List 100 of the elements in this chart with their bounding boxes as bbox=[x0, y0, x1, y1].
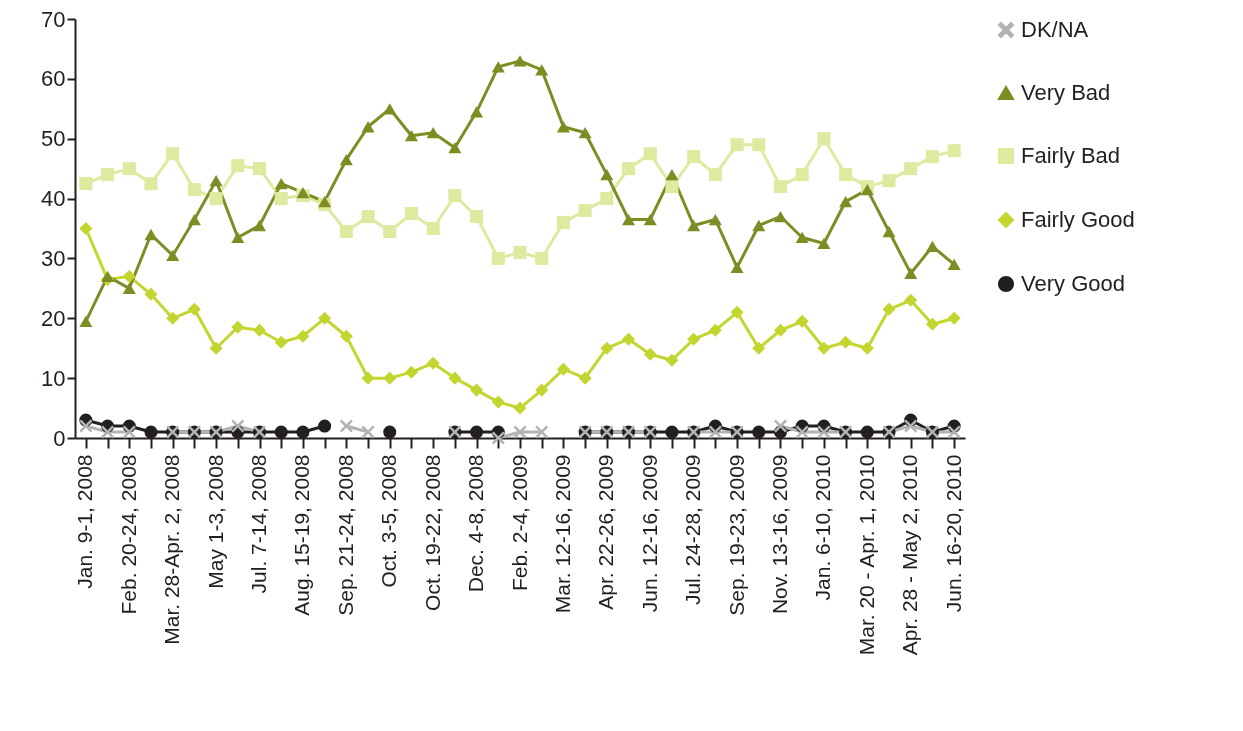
point bbox=[622, 213, 636, 226]
point bbox=[166, 249, 180, 262]
point bbox=[556, 216, 570, 230]
point bbox=[904, 162, 918, 176]
point bbox=[687, 150, 701, 164]
point bbox=[383, 224, 397, 239]
x-tick-label: Jul. 7-14, 2008 bbox=[247, 454, 271, 594]
point bbox=[839, 195, 853, 208]
point bbox=[513, 55, 527, 67]
x-tick-label: May 1-3, 2008 bbox=[203, 454, 227, 589]
point bbox=[773, 419, 788, 433]
legend-label: DK/NA bbox=[1021, 17, 1089, 42]
point bbox=[513, 245, 527, 259]
point bbox=[101, 168, 115, 182]
point bbox=[817, 341, 831, 355]
point bbox=[904, 267, 918, 280]
point bbox=[383, 425, 397, 439]
legend-label: Fairly Bad bbox=[1021, 143, 1121, 168]
point bbox=[274, 335, 288, 349]
point bbox=[296, 425, 310, 439]
point bbox=[144, 228, 158, 241]
y-tick-label: 40 bbox=[41, 186, 66, 212]
point bbox=[122, 425, 136, 439]
x-tick-label: Jan. 9-1, 2008 bbox=[73, 454, 97, 589]
point bbox=[274, 425, 288, 439]
point bbox=[535, 64, 549, 76]
point bbox=[274, 177, 288, 190]
point bbox=[383, 103, 397, 115]
point bbox=[296, 329, 310, 343]
point bbox=[904, 419, 918, 433]
point bbox=[773, 323, 788, 337]
x-tick-label: Dec. 4-8, 2008 bbox=[464, 454, 488, 593]
point bbox=[643, 147, 657, 161]
legend-label: Fairly Good bbox=[1021, 207, 1135, 232]
point bbox=[600, 168, 614, 181]
point bbox=[231, 231, 245, 244]
point bbox=[556, 121, 570, 133]
point bbox=[773, 210, 788, 223]
x-tick-label: Oct. 3-5, 2008 bbox=[377, 454, 401, 588]
point bbox=[882, 174, 896, 188]
point bbox=[491, 431, 505, 445]
point bbox=[448, 371, 462, 385]
point bbox=[947, 144, 961, 158]
point bbox=[947, 311, 961, 325]
point bbox=[426, 127, 440, 139]
x-tick-label: Mar. 12-16, 2009 bbox=[550, 454, 574, 614]
point bbox=[426, 356, 440, 370]
point bbox=[187, 213, 201, 226]
point bbox=[904, 293, 918, 307]
y-tick-label: 30 bbox=[41, 245, 66, 271]
point bbox=[882, 302, 896, 316]
point bbox=[274, 192, 288, 206]
x-tick-label: Feb. 2-4, 2009 bbox=[507, 454, 531, 592]
point bbox=[643, 213, 657, 226]
point bbox=[817, 237, 831, 250]
point bbox=[404, 207, 418, 221]
point bbox=[622, 332, 636, 346]
point bbox=[144, 177, 158, 191]
point bbox=[752, 425, 766, 439]
point bbox=[839, 168, 853, 182]
point bbox=[252, 323, 267, 337]
point bbox=[795, 314, 809, 328]
y-tick-label: 50 bbox=[41, 126, 66, 152]
point bbox=[209, 192, 223, 206]
x-tick-label: Aug. 15-19, 2008 bbox=[290, 454, 314, 616]
point bbox=[122, 269, 136, 283]
x-tick-label: Jul. 24-28, 2009 bbox=[681, 454, 705, 606]
x-tick-label: Oct. 19-22, 2008 bbox=[420, 454, 444, 611]
point bbox=[665, 180, 679, 194]
point bbox=[404, 365, 418, 379]
point bbox=[860, 341, 874, 355]
point bbox=[925, 150, 939, 164]
point bbox=[817, 132, 831, 146]
point bbox=[839, 335, 853, 349]
point bbox=[231, 320, 245, 334]
x-tick-label: Jun. 16-20, 2010 bbox=[941, 454, 965, 613]
point bbox=[860, 425, 874, 439]
x-tick-label: Apr. 22-26, 2009 bbox=[594, 454, 618, 610]
point bbox=[187, 183, 201, 197]
point bbox=[383, 371, 397, 385]
point bbox=[339, 329, 353, 343]
point bbox=[448, 189, 462, 203]
point bbox=[752, 138, 766, 152]
point bbox=[622, 162, 636, 176]
point bbox=[535, 383, 549, 397]
x-tick-label: Mar. 28-Apr. 2, 2008 bbox=[160, 454, 184, 645]
point bbox=[925, 317, 939, 331]
point bbox=[665, 425, 679, 439]
point bbox=[491, 395, 505, 409]
point bbox=[122, 282, 136, 294]
x-tick-label: Jun. 12-16, 2009 bbox=[637, 454, 661, 613]
point bbox=[578, 127, 592, 139]
point bbox=[361, 371, 375, 385]
point bbox=[448, 142, 462, 154]
point bbox=[144, 287, 158, 301]
x-tick-label: Nov. 13-16, 2009 bbox=[767, 454, 791, 615]
point bbox=[665, 353, 679, 367]
point bbox=[925, 240, 939, 253]
point bbox=[578, 371, 592, 385]
point bbox=[101, 425, 115, 439]
